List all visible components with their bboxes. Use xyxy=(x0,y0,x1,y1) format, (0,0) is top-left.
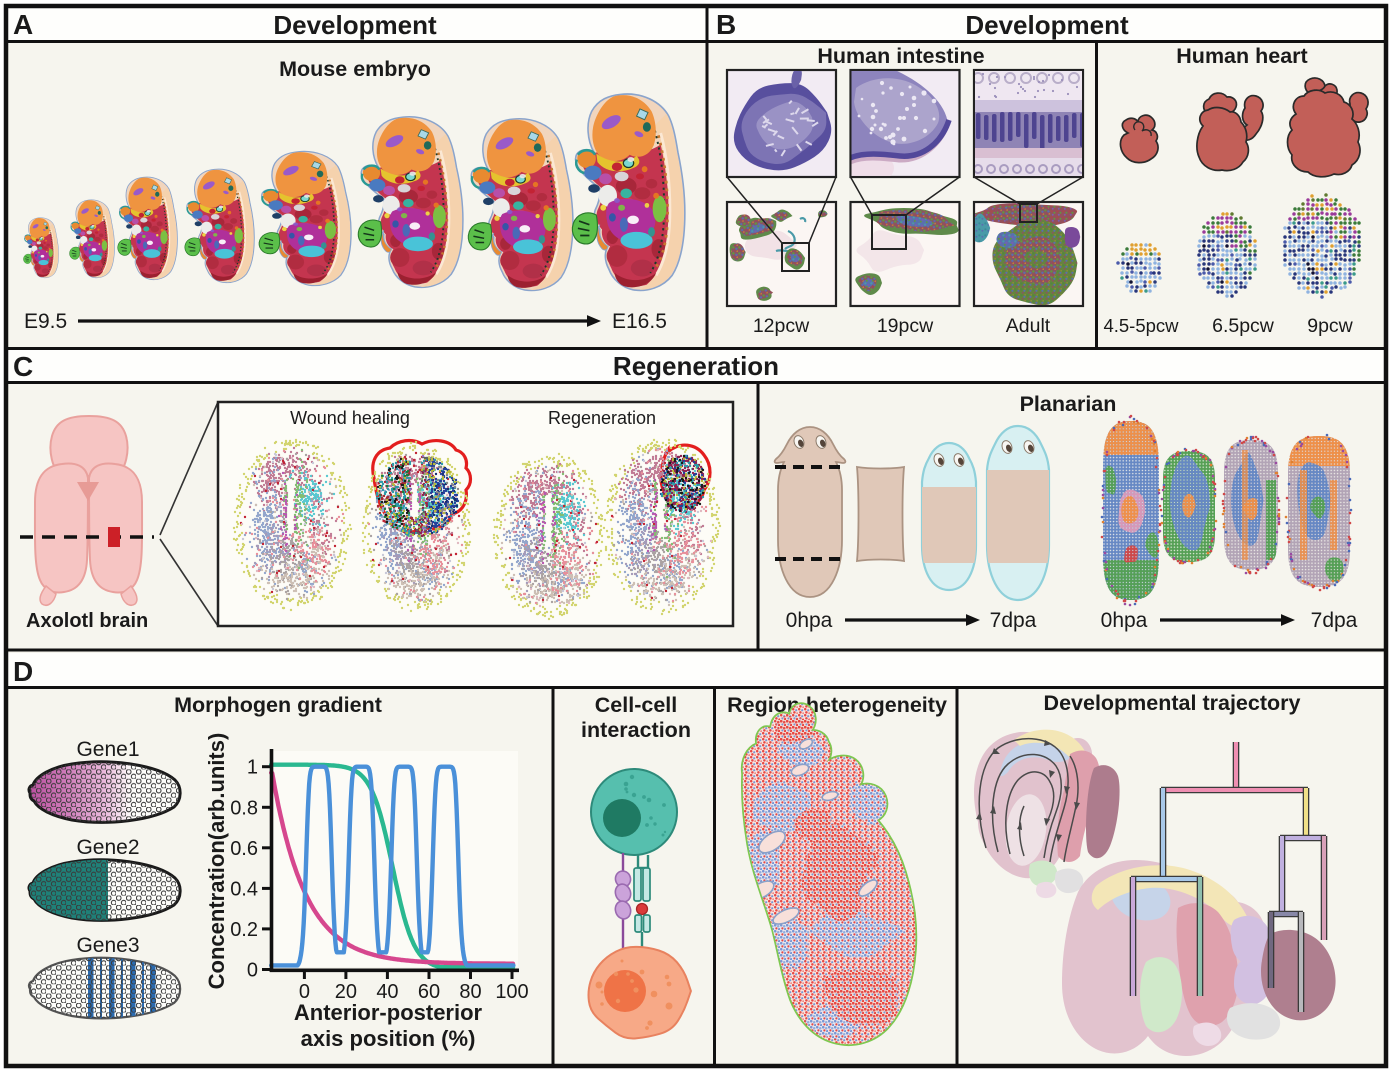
svg-text:Development: Development xyxy=(965,10,1129,40)
svg-text:Axolotl brain: Axolotl brain xyxy=(26,610,148,632)
svg-text:60: 60 xyxy=(418,981,440,1003)
svg-text:Adult: Adult xyxy=(1006,315,1051,337)
svg-text:Planarian: Planarian xyxy=(1020,392,1117,416)
svg-text:0: 0 xyxy=(247,960,258,982)
svg-text:Developmental trajectory: Developmental trajectory xyxy=(1044,691,1301,715)
svg-text:100: 100 xyxy=(495,981,528,1003)
svg-text:B: B xyxy=(716,9,736,40)
svg-text:6.5pcw: 6.5pcw xyxy=(1212,315,1275,337)
svg-text:0.2: 0.2 xyxy=(230,919,258,941)
svg-text:Gene3: Gene3 xyxy=(76,934,139,957)
svg-text:Anterior-posterior: Anterior-posterior xyxy=(294,1000,483,1025)
svg-text:Regeneration: Regeneration xyxy=(613,351,779,381)
svg-text:0.4: 0.4 xyxy=(230,878,258,900)
svg-text:20: 20 xyxy=(335,981,357,1003)
svg-text:E16.5: E16.5 xyxy=(612,310,667,333)
svg-text:7dpa: 7dpa xyxy=(1311,609,1358,632)
svg-text:4.5-5pcw: 4.5-5pcw xyxy=(1103,315,1179,336)
svg-text:Morphogen gradient: Morphogen gradient xyxy=(174,693,382,717)
svg-text:A: A xyxy=(13,9,33,40)
svg-text:0.6: 0.6 xyxy=(230,838,258,860)
svg-text:0.8: 0.8 xyxy=(230,797,258,819)
svg-text:0: 0 xyxy=(299,981,310,1003)
svg-text:9pcw: 9pcw xyxy=(1307,315,1353,337)
svg-text:interaction: interaction xyxy=(581,718,691,742)
svg-text:Cell-cell: Cell-cell xyxy=(595,693,677,717)
svg-text:7dpa: 7dpa xyxy=(990,609,1037,632)
svg-text:80: 80 xyxy=(459,981,481,1003)
svg-text:12pcw: 12pcw xyxy=(753,315,810,337)
svg-text:19pcw: 19pcw xyxy=(877,315,934,337)
svg-text:Region heterogeneity: Region heterogeneity xyxy=(727,693,947,717)
svg-text:E9.5: E9.5 xyxy=(24,310,67,333)
svg-text:40: 40 xyxy=(376,981,398,1003)
svg-text:Concentration(arb.units): Concentration(arb.units) xyxy=(204,733,229,990)
svg-text:Gene1: Gene1 xyxy=(76,738,139,761)
svg-text:Human intestine: Human intestine xyxy=(817,44,984,68)
svg-text:0hpa: 0hpa xyxy=(786,609,833,632)
svg-text:0hpa: 0hpa xyxy=(1101,609,1148,632)
svg-text:Gene2: Gene2 xyxy=(76,836,139,859)
svg-text:Regeneration: Regeneration xyxy=(548,408,656,428)
svg-text:1: 1 xyxy=(247,757,258,779)
svg-text:C: C xyxy=(13,351,33,382)
svg-text:axis position (%): axis position (%) xyxy=(301,1026,476,1051)
svg-text:D: D xyxy=(13,656,33,687)
svg-text:Development: Development xyxy=(273,10,437,40)
svg-text:Wound healing: Wound healing xyxy=(290,408,410,428)
svg-text:Human heart: Human heart xyxy=(1176,44,1307,68)
svg-text:Mouse embryo: Mouse embryo xyxy=(279,57,431,81)
